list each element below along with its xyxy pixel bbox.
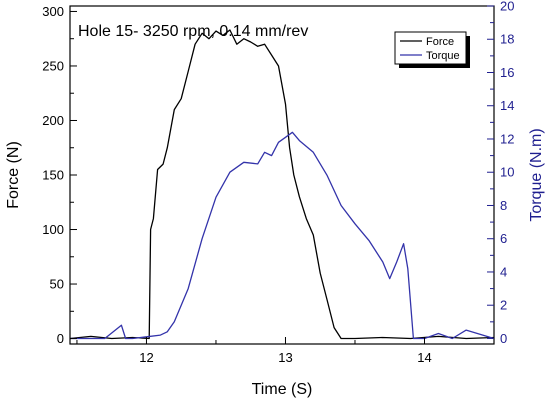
x-tick-label: 14 bbox=[417, 350, 431, 365]
y2-tick-label: 16 bbox=[500, 65, 514, 80]
series-layer bbox=[69, 29, 495, 340]
y-tick-label: 0 bbox=[57, 331, 64, 346]
y-tick-label: 200 bbox=[42, 113, 64, 128]
legend-label-force: Force bbox=[426, 36, 454, 48]
x-axis: 12 13 14 bbox=[76, 337, 495, 365]
y2-tick-label: 6 bbox=[500, 231, 507, 246]
y2-tick-label: 4 bbox=[500, 264, 507, 279]
y-tick-label: 300 bbox=[42, 4, 64, 19]
y-tick-label: 150 bbox=[42, 168, 64, 183]
y2-tick-label: 20 bbox=[500, 0, 514, 14]
chart-title: Hole 15- 3250 rpm, 0.14 mm/rev bbox=[78, 23, 308, 40]
y-axis-left: 0 50 100 150 200 250 300 bbox=[42, 4, 77, 346]
x-axis-label: Time (S) bbox=[252, 381, 313, 398]
y-axis-label-right: Torque (N.m) bbox=[528, 128, 545, 221]
legend-box bbox=[394, 31, 467, 65]
y-tick-label: 50 bbox=[50, 277, 64, 292]
legend-label-torque: Torque bbox=[426, 50, 460, 62]
y2-tick-label: 2 bbox=[500, 298, 507, 313]
y2-tick-label: 0 bbox=[500, 331, 507, 346]
series-line-torque bbox=[70, 131, 495, 340]
y-tick-label: 250 bbox=[42, 58, 64, 73]
y2-tick-label: 8 bbox=[500, 198, 507, 213]
y2-tick-label: 12 bbox=[500, 131, 514, 146]
y2-tick-label: 18 bbox=[500, 32, 514, 47]
legend: Force Torque bbox=[394, 31, 470, 68]
y-tick-label: 100 bbox=[42, 222, 64, 237]
y-axis-right: 0 2 4 6 8 10 12 14 16 18 20 bbox=[487, 0, 514, 346]
y-axis-label-left: Force (N) bbox=[5, 141, 22, 209]
x-tick-label: 13 bbox=[278, 350, 292, 365]
y2-tick-label: 14 bbox=[500, 98, 514, 113]
x-tick-label: 12 bbox=[139, 350, 153, 365]
series-line-force bbox=[69, 29, 495, 340]
y2-tick-label: 10 bbox=[500, 165, 514, 180]
